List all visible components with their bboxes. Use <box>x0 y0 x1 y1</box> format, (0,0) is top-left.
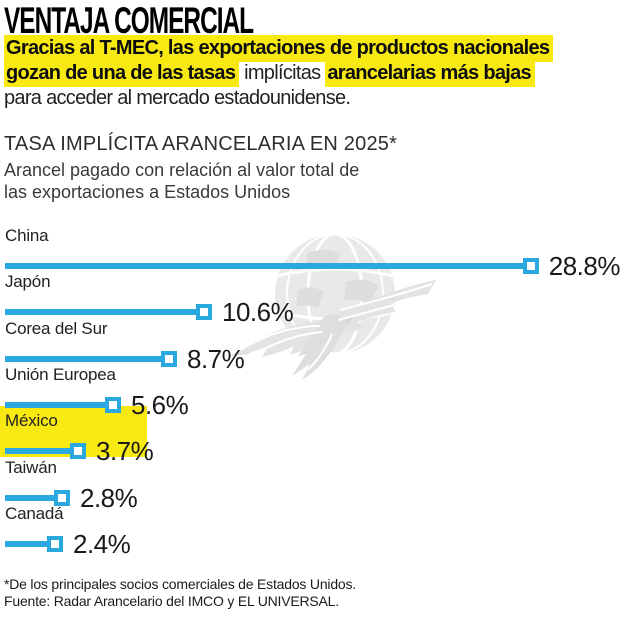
intro-paragraph: Gracias al T-MEC, las exportaciones de p… <box>4 35 554 111</box>
category-label: México <box>5 411 58 430</box>
bar: 2.8% <box>5 485 620 511</box>
bar-line <box>5 495 56 501</box>
value-label: 3.7% <box>96 436 154 466</box>
bar: 8.7% <box>5 346 620 372</box>
value-label: 10.6% <box>222 297 294 327</box>
chart-subtitle-line-1: Arancel pagado con relación al valor tot… <box>4 160 360 180</box>
bar-line <box>5 309 198 315</box>
bar-end-marker <box>54 490 70 506</box>
bar-line <box>5 263 525 269</box>
category-label: Canadá <box>5 504 64 523</box>
bar-row: China 28.8% <box>5 226 621 281</box>
intro-highlight-3: arancelarias más bajas <box>325 60 535 87</box>
chart-title: TASA IMPLÍCITA ARANCELARIA EN 2025* <box>4 133 398 155</box>
bar-row: Corea del Sur 8.7% <box>5 319 620 372</box>
chart-source: Fuente: Radar Arancelario del IMCO y EL … <box>4 593 339 609</box>
value-label: 8.7% <box>187 344 245 374</box>
intro-highlight-1: Gracias al T-MEC, las exportaciones de p… <box>4 35 554 62</box>
value-label: 2.4% <box>73 529 131 559</box>
bar-row: Japón 10.6% <box>5 272 620 325</box>
category-label: China <box>5 226 49 245</box>
bar-end-marker <box>161 351 177 367</box>
chart-subtitle: Arancel pagado con relación al valor tot… <box>4 159 359 203</box>
bar-line <box>5 402 107 408</box>
page-title: VENTAJA COMERCIAL <box>4 0 254 41</box>
intro-line-2: gozan de una de las tasas implícitas ara… <box>4 60 553 87</box>
bar-end-marker <box>522 258 539 274</box>
bar-row: Taiwán 2.8% <box>5 458 620 511</box>
intro-line-3: para acceder al mercado estadounidense. <box>4 87 351 109</box>
bar: 28.8% <box>5 251 621 281</box>
bar-line <box>5 541 49 547</box>
category-label: Unión Europea <box>5 365 116 384</box>
category-label: Corea del Sur <box>5 319 108 338</box>
bar-end-marker <box>70 443 86 459</box>
intro-highlight-2: gozan de una de las tasas <box>4 60 240 87</box>
bar: 2.4% <box>5 531 620 557</box>
bar: 3.7% <box>5 438 620 464</box>
bar-row: México 3.7% <box>5 411 620 464</box>
category-label: Taiwán <box>5 458 57 477</box>
bar: 5.6% <box>5 392 620 418</box>
bar-end-marker <box>196 304 212 320</box>
value-label: 5.6% <box>131 390 189 420</box>
category-label: Japón <box>5 272 51 291</box>
value-label: 2.8% <box>80 483 138 513</box>
bar-end-marker <box>47 536 63 552</box>
bar-line <box>5 356 163 362</box>
bar-row: Canadá 2.4% <box>5 504 620 557</box>
bar-line <box>5 448 72 454</box>
bar: 10.6% <box>5 299 620 325</box>
intro-plain-1: implícitas <box>239 62 326 84</box>
eagle-icon <box>230 280 436 380</box>
value-label: 28.8% <box>548 251 621 281</box>
intro-line-1: Gracias al T-MEC, las exportaciones de p… <box>4 35 554 62</box>
bar-row: Unión Europea 5.6% <box>5 365 620 418</box>
chart-footnote: *De los principales socios comerciales d… <box>4 576 356 592</box>
chart-subtitle-line-2: las exportaciones a Estados Unidos <box>4 182 291 202</box>
bar-end-marker <box>105 397 121 413</box>
